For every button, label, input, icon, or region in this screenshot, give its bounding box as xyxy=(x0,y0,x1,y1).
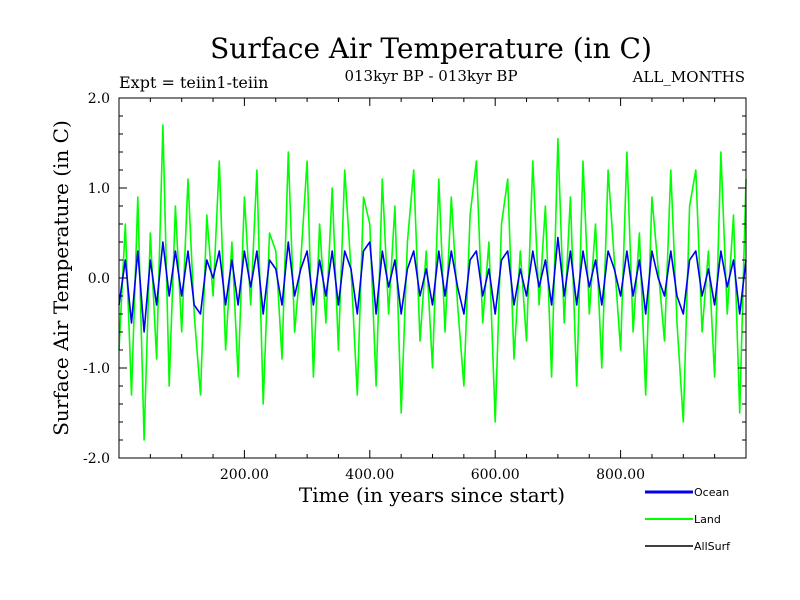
y-axis-title: Surface Air Temperature (in C) xyxy=(49,120,73,436)
y-tick-label: -2.0 xyxy=(83,451,110,467)
legend-label-ocean: Ocean xyxy=(694,486,729,499)
legend-label-allsurf: AllSurf xyxy=(694,540,731,553)
x-axis-title: Time (in years since start) xyxy=(299,483,565,507)
x-tick-label: 200.00 xyxy=(220,467,269,483)
tick-layer: 200.00 400.00 600.00 800.00 2.0 1.0 0.0 -1.0 -2.… xyxy=(83,91,746,483)
legend-label-land: Land xyxy=(694,513,721,526)
x-tick-label: 800.00 xyxy=(596,467,645,483)
months-label: ALL_MONTHS xyxy=(632,68,745,86)
y-tick-label: 2.0 xyxy=(88,91,110,107)
y-tick-label: -1.0 xyxy=(83,361,110,377)
legend: Ocean Land AllSurf xyxy=(645,486,731,553)
x-tick-label: 600.00 xyxy=(471,467,520,483)
experiment-label: Expt = teiin1-teiin xyxy=(119,73,268,92)
chart-subtitle: 013kyr BP - 013kyr BP xyxy=(344,67,517,85)
plot-frame xyxy=(118,97,747,459)
series-line-ocean xyxy=(118,236,747,333)
series-line-land xyxy=(118,124,747,441)
y-tick-label: 1.0 xyxy=(88,181,110,197)
y-tick-label: 0.0 xyxy=(88,271,110,287)
chart-title: Surface Air Temperature (in C) xyxy=(210,32,652,65)
x-tick-label: 400.00 xyxy=(345,467,394,483)
plot-area xyxy=(118,124,747,441)
